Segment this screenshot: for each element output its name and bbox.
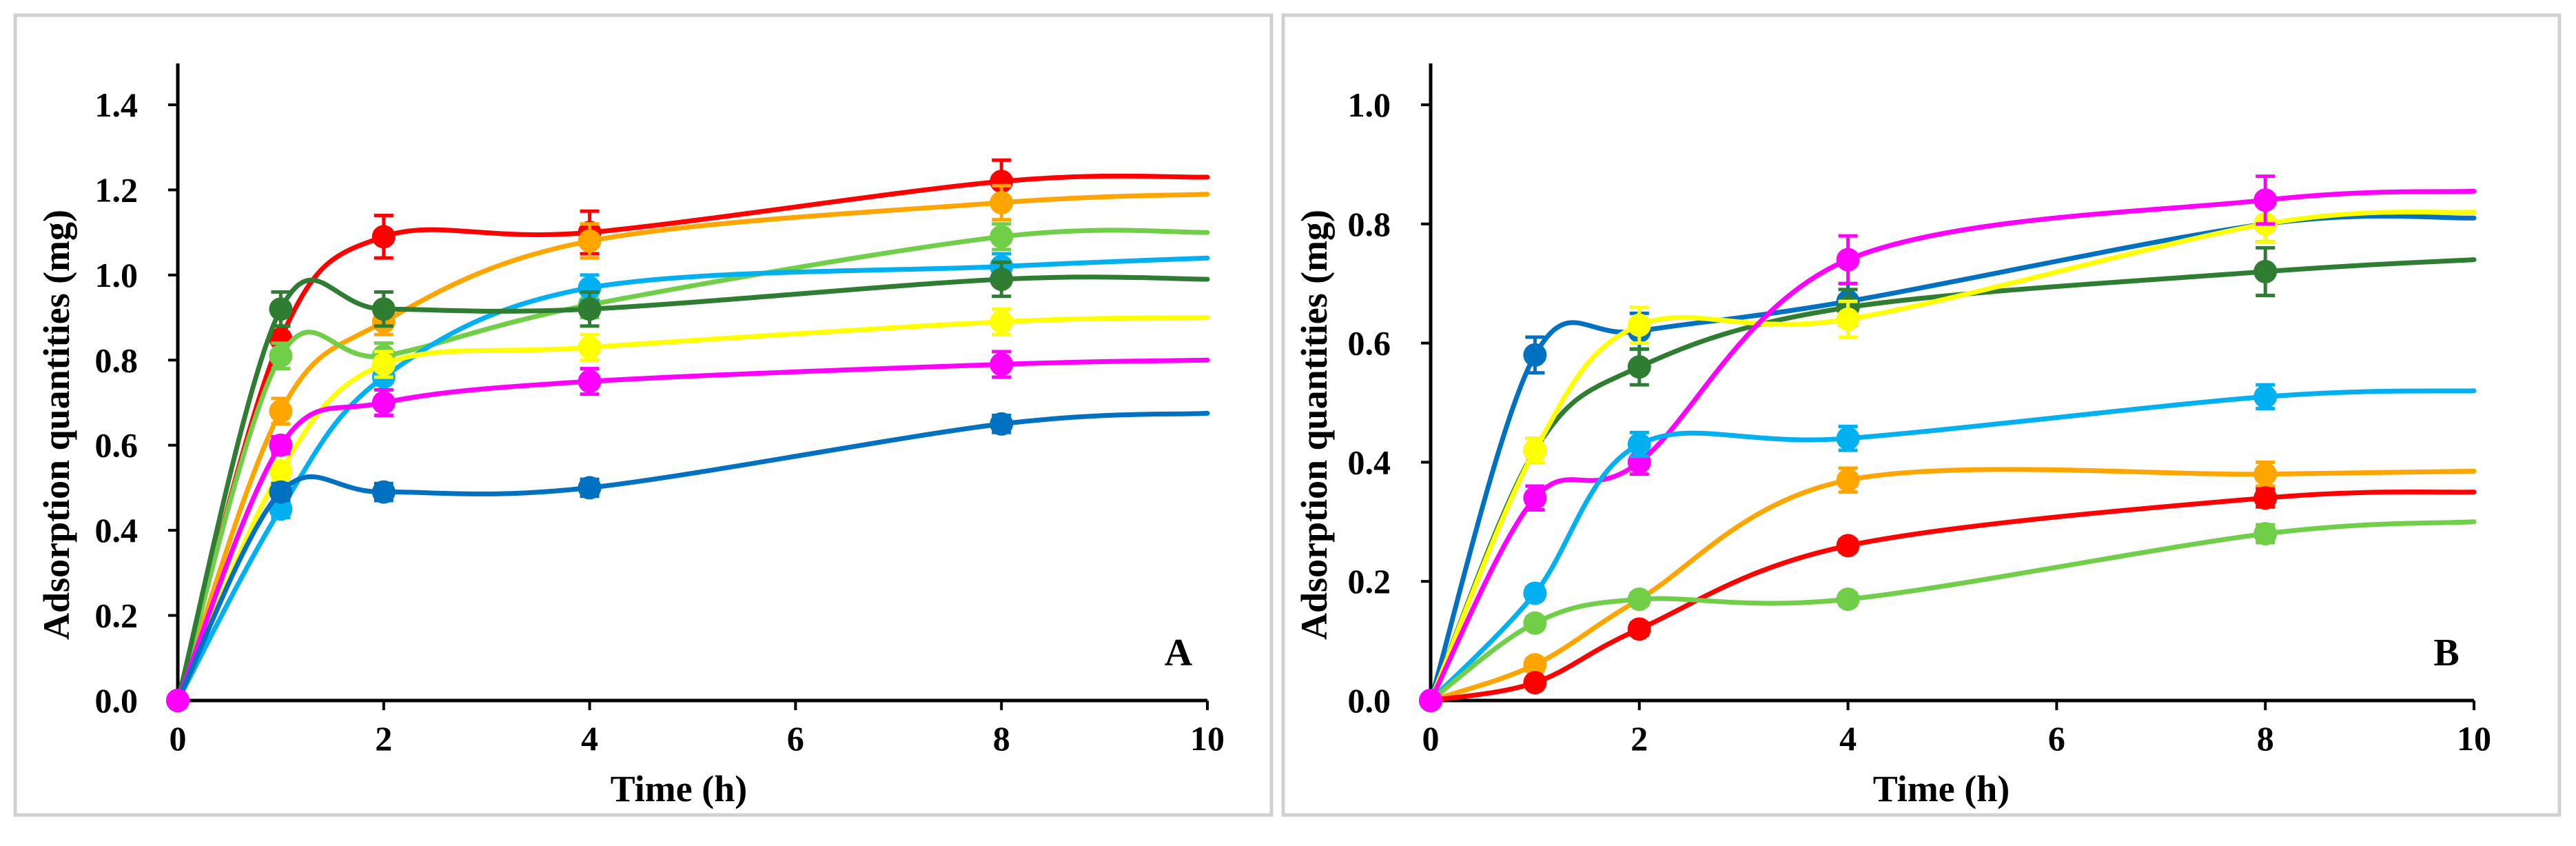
panel-a-frame [13, 13, 1274, 817]
panel-a-data-point [577, 297, 602, 321]
panel-a-y-tick-label: 0.6 [95, 426, 139, 465]
panel-b-data-point [1836, 587, 1860, 612]
panel-a-y-tick-label: 0.2 [95, 596, 139, 635]
panel-a-data-point [371, 391, 396, 414]
panel-a-series-8-line [175, 410, 1210, 703]
panel-a-x-tick-label: 2 [375, 719, 392, 758]
panel-a-data-point [577, 476, 602, 500]
panel-b-y-tick-label: 0.8 [1348, 205, 1391, 243]
panel-b-data-point [2253, 385, 2278, 409]
panel-a-data-point [269, 480, 293, 504]
panel-a-x-tick-label: 6 [787, 719, 804, 758]
panel-b-data-point [1523, 581, 1547, 605]
panel-b-x-tick-label: 0 [1422, 719, 1440, 758]
panel-a-data-point [371, 480, 396, 504]
panel-b-data-point [1836, 308, 1860, 332]
panel-b-data-point [2253, 522, 2278, 546]
panel-a-y-tick-label: 0.0 [95, 681, 139, 720]
panel-a-y-tick-label: 0.8 [95, 341, 139, 379]
panel-b-plot-area: 0.0 0.2 0.4 0.6 0.8 1.0 0 2 4 6 8 10 [1348, 63, 2491, 758]
panel-a-series-7-line [175, 357, 1210, 703]
panel-a-series-4-line [175, 255, 1210, 703]
panel-b-data-point [2253, 188, 2278, 212]
panel-a-data-point [990, 225, 1014, 249]
panel-b-x-tick-label: 2 [1631, 719, 1648, 758]
panel-b-data-point [1523, 439, 1547, 463]
panel-b-data-point [1836, 426, 1860, 450]
panel-a-plot-area: 0.0 0.2 0.4 0.6 0.8 1.0 1.2 1.4 0 2 4 6 8 10 [95, 63, 1225, 758]
panel-b-data-point [1523, 611, 1547, 635]
panel-a-origin-point [166, 689, 190, 712]
panel-a-data-point [269, 497, 293, 521]
panel-b-y-axis-title: Adsorption quantities (mg) [1294, 210, 1335, 640]
panel-a-data-point [577, 229, 602, 253]
panel-b-data-point [1836, 248, 1860, 272]
panel-a-series-6-line [175, 315, 1210, 703]
panel-b-y-tick-label: 0.4 [1348, 443, 1391, 481]
panel-a-y-axis-title: Adsorption quantities (mg) [36, 210, 77, 640]
panel-b-x-axis-title: Time (h) [1873, 768, 2010, 809]
panel-a-data-point [371, 352, 396, 376]
panel-b-letter: B [2433, 632, 2459, 674]
panel-a-data-point [990, 310, 1014, 334]
panel-b-data-point [1836, 468, 1860, 492]
panel-b-x-tick-label: 4 [1839, 719, 1857, 758]
panel-b-data-point [1627, 617, 1651, 641]
panel-b-data-point [1523, 653, 1547, 677]
panel-b-data-point [2253, 462, 2278, 486]
panel-a-x-tick-label: 4 [581, 719, 598, 758]
panel-b-data-point [2253, 486, 2278, 510]
panel-a-data-point [269, 344, 293, 368]
panel-b-data-point [1836, 534, 1860, 558]
panel-a-series-2-line [175, 192, 1210, 703]
panel-a-data-point [269, 399, 293, 423]
panel-b-data-point [1523, 486, 1547, 510]
panel-a-y-tick-label: 0.4 [95, 511, 139, 550]
panel-a: 0.0 0.2 0.4 0.6 0.8 1.0 1.2 1.4 0 2 4 6 8 10 Time (h)… [13, 13, 1274, 817]
panel-b: 0.0 0.2 0.4 0.6 0.8 1.0 0 2 4 6 8 10 Time (h) Adsor… [1281, 13, 2562, 817]
panel-a-y-tick-label: 1.0 [95, 256, 139, 294]
panel-b-series-3-line [1428, 209, 2477, 703]
panel-a-x-tick-label: 8 [993, 719, 1010, 758]
panel-b-data-point [1627, 587, 1651, 612]
panel-a-data-point [269, 433, 293, 457]
panel-b-x-tick-label: 10 [2457, 719, 2491, 758]
panel-b-data-point [1627, 355, 1651, 379]
panel-a-data-point [577, 335, 602, 359]
panel-a-data-point [990, 190, 1014, 214]
panel-b-y-tick-label: 0.2 [1348, 562, 1391, 601]
panel-a-x-axis-title: Time (h) [611, 768, 748, 809]
panel-b-origin-point [1419, 689, 1442, 712]
panel-b-x-tick-label: 8 [2257, 719, 2274, 758]
panel-a-data-point [269, 297, 293, 321]
panel-a-y-tick-label: 1.2 [95, 170, 139, 209]
panel-b-data-point [2253, 259, 2278, 283]
panel-a-data-point [990, 412, 1014, 436]
panel-a-data-point [371, 225, 396, 249]
panel-a-data-point [269, 459, 293, 483]
panel-a-letter: A [1165, 632, 1193, 674]
panel-b-y-tick-label: 0.0 [1348, 681, 1391, 720]
panel-b-x-tick-label: 6 [2048, 719, 2065, 758]
panel-b-data-point [1523, 671, 1547, 695]
panel-a-data-point [577, 370, 602, 394]
panel-b-y-tick-label: 1.0 [1348, 85, 1391, 124]
panel-a-data-point [990, 352, 1014, 376]
panel-a-data-point [371, 297, 396, 321]
panel-a-y-tick-label: 1.4 [95, 85, 139, 124]
panel-b-data-point [1627, 313, 1651, 337]
panel-a-data-point [990, 268, 1014, 292]
panel-b-data-point [1523, 343, 1547, 367]
panel-b-y-tick-label: 0.6 [1348, 324, 1391, 363]
panel-b-data-point [1627, 432, 1651, 456]
panel-a-x-tick-label: 10 [1190, 719, 1225, 758]
panel-a-x-tick-label: 0 [170, 719, 187, 758]
